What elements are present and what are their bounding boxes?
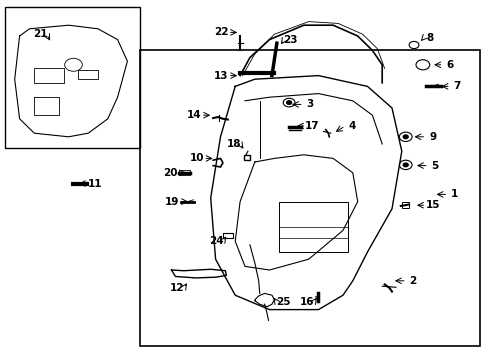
Bar — [140, 50, 480, 346]
Text: 21: 21 — [33, 29, 48, 39]
Circle shape — [287, 101, 292, 104]
Text: 19: 19 — [165, 197, 180, 207]
Text: 23: 23 — [283, 35, 298, 45]
Text: 14: 14 — [187, 110, 202, 120]
Text: 4: 4 — [348, 121, 356, 131]
Circle shape — [403, 135, 408, 139]
Bar — [5, 7, 140, 148]
Text: 15: 15 — [425, 200, 440, 210]
Circle shape — [403, 163, 408, 167]
Text: 6: 6 — [446, 60, 453, 70]
Text: 20: 20 — [163, 168, 177, 178]
Bar — [223, 233, 233, 238]
Text: 17: 17 — [305, 121, 320, 131]
Text: 3: 3 — [307, 99, 314, 109]
Text: 10: 10 — [190, 153, 204, 163]
Bar — [78, 70, 98, 79]
Text: 24: 24 — [209, 236, 224, 246]
Text: 9: 9 — [429, 132, 436, 142]
Text: 25: 25 — [276, 297, 291, 307]
Text: 2: 2 — [410, 276, 416, 286]
Bar — [279, 202, 348, 252]
Bar — [34, 68, 64, 83]
Text: 8: 8 — [427, 33, 434, 43]
Text: 22: 22 — [214, 27, 229, 37]
Text: 12: 12 — [170, 283, 185, 293]
Bar — [244, 155, 250, 160]
Text: 7: 7 — [453, 81, 461, 91]
Text: 18: 18 — [226, 139, 241, 149]
Bar — [402, 202, 409, 208]
Bar — [179, 170, 190, 175]
Text: 11: 11 — [87, 179, 102, 189]
Text: 16: 16 — [300, 297, 315, 307]
Text: 13: 13 — [214, 71, 229, 81]
Text: 5: 5 — [432, 161, 439, 171]
Text: 1: 1 — [451, 189, 458, 199]
